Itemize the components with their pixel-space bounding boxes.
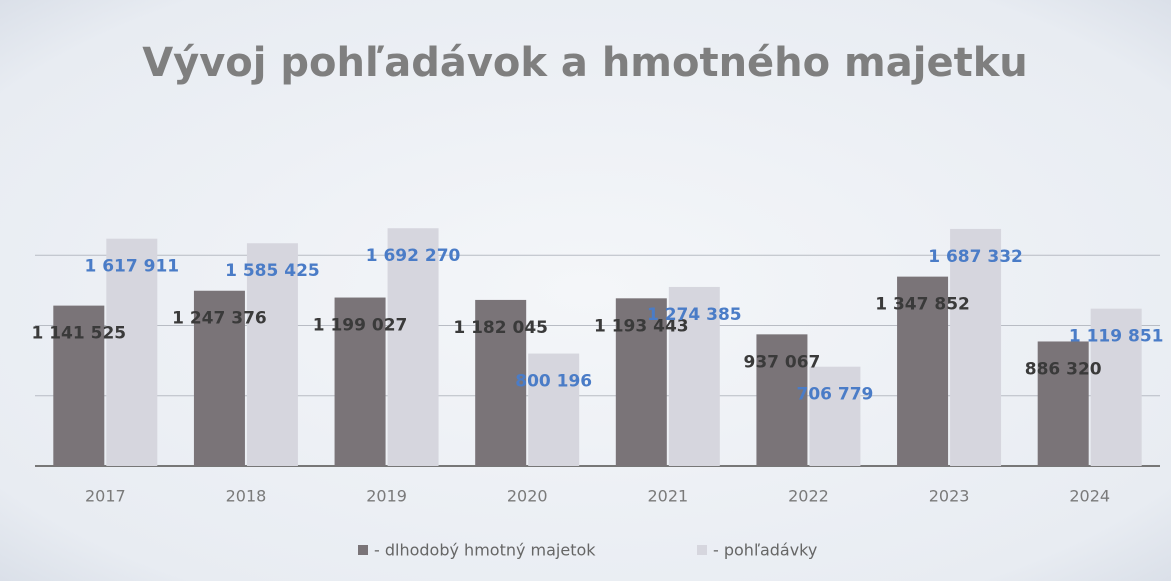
bar [334,297,386,466]
x-tick-label: 2021 [647,487,688,506]
data-label: 1 199 027 [313,316,408,336]
data-label: 1 347 852 [875,295,970,315]
bar [106,238,158,466]
data-label: 1 687 332 [928,247,1023,267]
data-label: 886 320 [1025,359,1102,379]
bar [1037,341,1089,466]
bar [1090,308,1142,466]
legend-label: - pohľadávky [713,541,817,560]
data-label: 1 274 385 [647,305,742,325]
data-label: 1 182 045 [453,318,548,338]
data-label: 1 617 911 [84,257,179,277]
x-tick-label: 2022 [788,487,829,506]
bar [756,334,808,466]
bar [897,276,949,466]
legend-label: - dlhodobý hmotný majetok [374,541,596,560]
data-label: 1 193 443 [594,316,689,336]
data-label: 1 692 270 [366,246,461,266]
bar [668,286,720,466]
legend-swatch [697,545,707,555]
data-label: 1 119 851 [1069,327,1164,347]
data-label: 706 779 [796,385,873,405]
x-tick-label: 2019 [366,487,407,506]
data-label: 937 067 [743,352,820,372]
data-label: 1 247 376 [172,309,267,329]
bar [193,290,245,466]
bar [615,298,667,466]
bar [475,299,527,466]
x-tick-label: 2024 [1069,487,1110,506]
chart-title: Vývoj pohľadávok a hmotného majetku [142,40,1028,86]
bar [809,366,861,466]
bar [387,228,439,466]
x-tick-label: 2023 [929,487,970,506]
x-tick-label: 2020 [507,487,548,506]
data-label: 1 585 425 [225,261,320,281]
x-tick-label: 2018 [226,487,267,506]
bar [528,353,580,466]
bar [246,243,298,466]
bar [53,305,105,466]
legend-swatch [358,545,368,555]
bar [950,228,1002,466]
data-label: 1 141 525 [31,324,126,344]
data-label: 800 196 [515,372,592,392]
x-tick-label: 2017 [85,487,126,506]
